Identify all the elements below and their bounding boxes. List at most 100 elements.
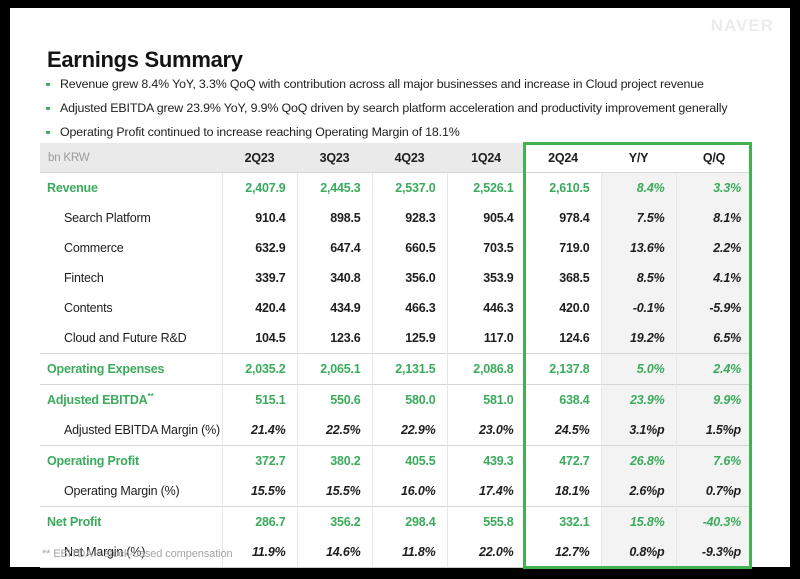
cell: 4.1% xyxy=(675,263,752,293)
cell: 339.7 xyxy=(221,263,297,293)
cell: 466.3 xyxy=(371,293,447,323)
footnote-marker: ** xyxy=(147,392,154,402)
cell: 2,526.1 xyxy=(446,172,525,203)
cell: 0.7%p xyxy=(675,476,752,507)
bullet-dot-icon xyxy=(46,106,50,110)
cell: 298.4 xyxy=(371,506,447,537)
footnote: ** EBITDA + stock-based compensation xyxy=(42,548,233,560)
cell: 380.2 xyxy=(296,445,372,476)
earnings-table-wrap: bn KRW 2Q23 3Q23 4Q23 1Q24 2Q24 Y/Y Q/Q Revenu… xyxy=(40,142,752,569)
cell: 2,065.1 xyxy=(296,353,372,385)
cell: 356.0 xyxy=(371,263,447,293)
cell: 26.8% xyxy=(600,445,676,476)
table-row: Adjusted EBITDA** 515.1 550.6 580.0 581.0 638… xyxy=(40,384,752,415)
table-row: Search Platform 910.4 898.5 928.3 905.4 978.4… xyxy=(40,203,752,233)
cell: 124.6 xyxy=(524,323,601,354)
table-body: Revenue 2,407.9 2,445.3 2,537.0 2,526.1 2,610… xyxy=(40,172,752,568)
cell: 23.9% xyxy=(600,384,676,415)
cell: 446.3 xyxy=(446,293,525,323)
cell: 22.5% xyxy=(296,415,372,446)
cell: 15.5% xyxy=(221,476,297,507)
cell: 8.1% xyxy=(675,203,752,233)
table-row: Adjusted EBITDA Margin (%) 21.4% 22.5% 22.9… xyxy=(40,415,752,446)
cell: 17.4% xyxy=(446,476,525,507)
cell: 13.6% xyxy=(600,233,676,263)
row-label: Net Profit xyxy=(40,506,222,537)
cell: 14.6% xyxy=(296,537,372,568)
cell: 2.4% xyxy=(675,353,752,385)
cell: 632.9 xyxy=(221,233,297,263)
unit-label: bn KRW xyxy=(40,143,222,173)
earnings-table: bn KRW 2Q23 3Q23 4Q23 1Q24 2Q24 Y/Y Q/Q Revenu… xyxy=(40,143,752,568)
cell: 22.9% xyxy=(371,415,447,446)
cell: 125.9 xyxy=(371,323,447,354)
table-row: Commerce 632.9 647.4 660.5 703.5 719.0 13.6% 2.… xyxy=(40,233,752,263)
bullet-text: Operating Profit continued to increase r… xyxy=(60,125,460,139)
cell: 719.0 xyxy=(524,233,601,263)
cell: 368.5 xyxy=(524,263,601,293)
cell: 905.4 xyxy=(446,203,525,233)
cell: 550.6 xyxy=(296,384,372,415)
header-row: bn KRW 2Q23 3Q23 4Q23 1Q24 2Q24 Y/Y Q/Q xyxy=(40,143,752,173)
cell: -9.3%p xyxy=(675,537,752,568)
table-row: Net Margin (%) 11.9% 14.6% 11.8% 22.0% 12.7% 0… xyxy=(40,537,752,568)
cell: 372.7 xyxy=(221,445,297,476)
row-label: Commerce xyxy=(64,241,124,255)
row-label: Adjusted EBITDA** xyxy=(40,384,222,415)
row-label: Net Margin (%) xyxy=(40,537,222,568)
cell: 15.8% xyxy=(600,506,676,537)
cell: 8.5% xyxy=(600,263,676,293)
row-label: Contents xyxy=(64,301,113,315)
cell: 2.6%p xyxy=(600,476,676,507)
cell: 286.7 xyxy=(221,506,297,537)
table-row: Contents 420.4 434.9 466.3 446.3 420.0 -0.1% -5… xyxy=(40,293,752,323)
cell: 1.5%p xyxy=(675,415,752,446)
cell: 356.2 xyxy=(296,506,372,537)
naver-logo: NAVER xyxy=(710,16,774,35)
cell: 117.0 xyxy=(446,323,525,354)
cell: 515.1 xyxy=(221,384,297,415)
cell: 7.5% xyxy=(600,203,676,233)
cell: 21.4% xyxy=(221,415,297,446)
cell: 2,537.0 xyxy=(371,172,447,203)
table-row: Fintech 339.7 340.8 356.0 353.9 368.5 8.5% 4.1% xyxy=(40,263,752,293)
cell: 8.4% xyxy=(600,172,676,203)
cell: 420.0 xyxy=(524,293,601,323)
column-header: 3Q23 xyxy=(297,143,372,173)
cell: 439.3 xyxy=(446,445,525,476)
cell: 3.1%p xyxy=(600,415,676,446)
bullet-item: Revenue grew 8.4% YoY, 3.3% QoQ with con… xyxy=(46,72,727,96)
cell: 7.6% xyxy=(675,445,752,476)
cell: 703.5 xyxy=(446,233,525,263)
table-row: Cloud and Future R&D 104.5 123.6 125.9 117.0… xyxy=(40,323,752,354)
row-label: Search Platform xyxy=(64,211,151,225)
cell: 2,407.9 xyxy=(221,172,297,203)
cell: 353.9 xyxy=(446,263,525,293)
cell: 15.5% xyxy=(296,476,372,507)
cell: 9.9% xyxy=(675,384,752,415)
cell: 405.5 xyxy=(371,445,447,476)
summary-bullets: Revenue grew 8.4% YoY, 3.3% QoQ with con… xyxy=(46,72,728,144)
bullet-item: Operating Profit continued to increase r… xyxy=(46,120,727,144)
cell: 647.4 xyxy=(296,233,372,263)
cell: 581.0 xyxy=(446,384,525,415)
bullet-item: Adjusted EBITDA grew 23.9% YoY, 9.9% QoQ… xyxy=(46,96,728,120)
column-header: 2Q23 xyxy=(222,143,297,173)
table-row: Operating Expenses 2,035.2 2,065.1 2,131.5 2… xyxy=(40,353,752,385)
column-header: Y/Y xyxy=(601,143,676,173)
cell: 22.0% xyxy=(446,537,525,568)
bullet-text: Revenue grew 8.4% YoY, 3.3% QoQ with con… xyxy=(60,77,704,91)
cell: 472.7 xyxy=(524,445,601,476)
cell: 2,035.2 xyxy=(221,353,297,385)
cell: 2,131.5 xyxy=(371,353,447,385)
cell: 11.8% xyxy=(371,537,447,568)
page-title: Earnings Summary xyxy=(47,46,243,72)
cell: 638.4 xyxy=(524,384,601,415)
row-label: Fintech xyxy=(64,271,104,285)
cell: 2,086.8 xyxy=(446,353,525,385)
cell: 898.5 xyxy=(296,203,372,233)
cell: 0.8%p xyxy=(600,537,676,568)
row-label: Operating Margin (%) xyxy=(64,484,180,498)
cell: 104.5 xyxy=(221,323,297,354)
cell: 910.4 xyxy=(221,203,297,233)
